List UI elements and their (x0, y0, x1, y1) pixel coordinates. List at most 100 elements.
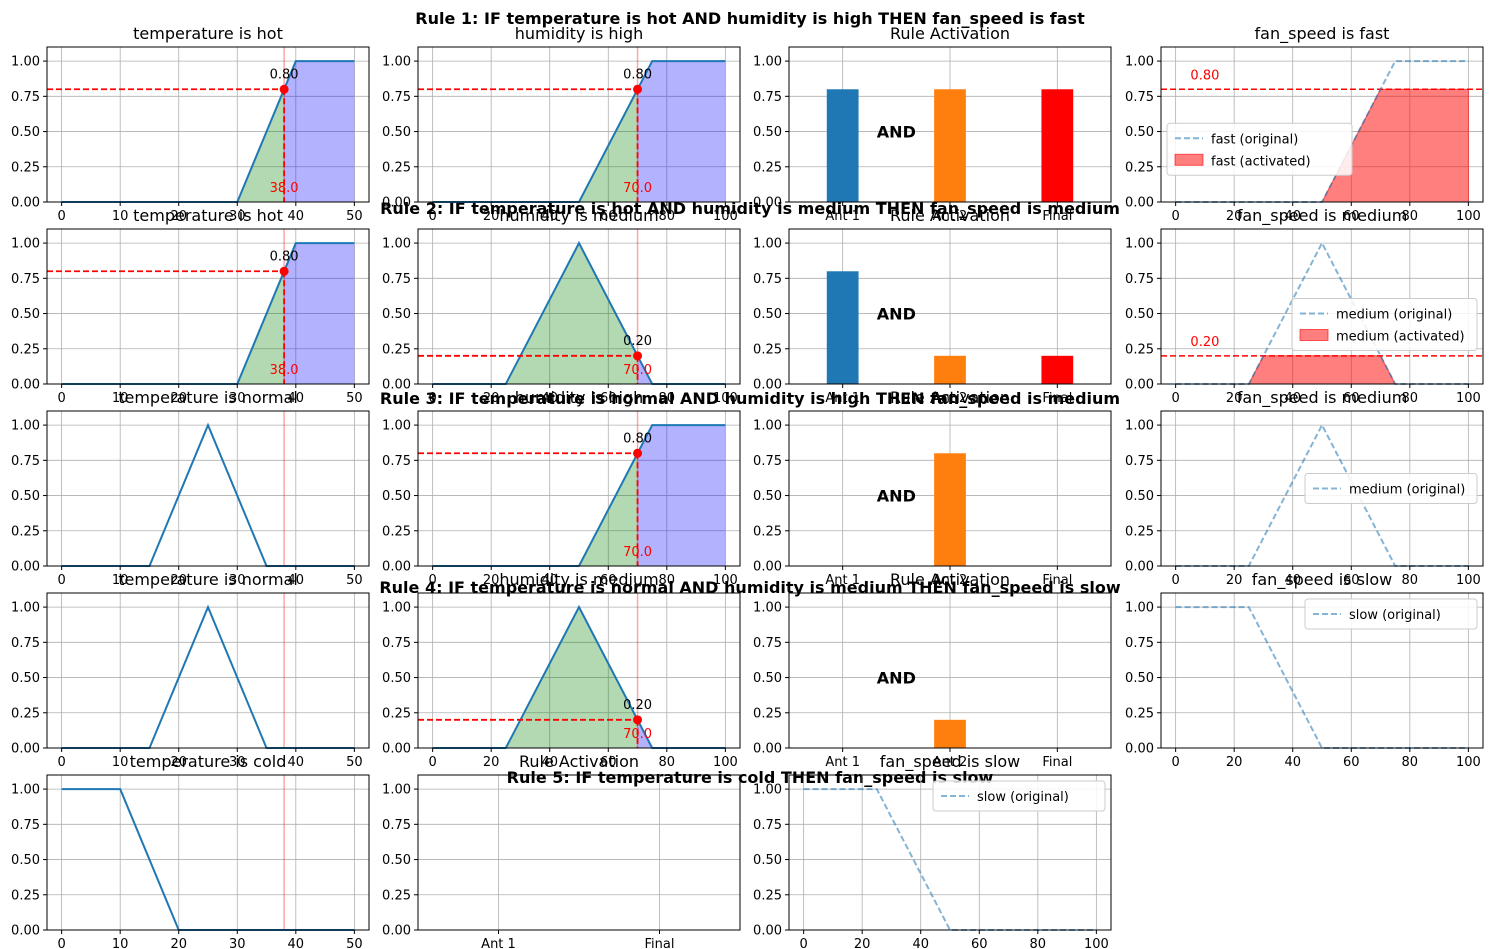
x-tick-label: 20 (1226, 755, 1243, 770)
legend: slow (original) (932, 780, 1106, 812)
y-tick-label: 0.00 (11, 560, 40, 575)
x-tick-label: 50 (346, 209, 363, 224)
y-tick-label: 0.25 (1125, 524, 1154, 539)
input-value-label: 70.0 (623, 727, 652, 742)
x-tick-label: 0 (1171, 391, 1179, 406)
x-tick-label: Final (1042, 391, 1072, 406)
panel-rule2-antecedent: 0.80 38.0 0.00 0.25 0.50 0.75 1.00 0 10 20 30 40 50 t… (11, 206, 370, 406)
x-tick-label: 50 (346, 755, 363, 770)
x-tick-label: 0 (1171, 573, 1179, 588)
y-tick-label: 0.75 (11, 90, 40, 105)
y-tick-label: 0.75 (382, 454, 411, 469)
membership-point (633, 84, 643, 94)
x-tick-label: 80 (659, 573, 676, 588)
x-tick-label: 20 (170, 937, 187, 949)
x-tick-label: 100 (713, 573, 738, 588)
x-tick-label: 40 (541, 755, 558, 770)
y-tick-label: 0.50 (1125, 125, 1154, 140)
panel-rule1-antecedent: 0.80 38.0 0.00 0.25 0.50 0.75 1.00 0 10 20 30 40 50 t… (11, 24, 370, 224)
y-tick-label: 1.00 (753, 237, 782, 252)
legend-entry: medium (original) (1336, 308, 1452, 323)
panel-rule5-consequent: slow (original) 0.00 0.25 0.50 0.75 1.00 0 20 40… (753, 752, 1112, 949)
membership-fill-above-input (637, 61, 726, 202)
membership-point (633, 448, 643, 458)
legend-swatch-activated (1174, 153, 1204, 166)
y-tick-label: 0.50 (382, 671, 411, 686)
y-tick-label: 0.50 (753, 853, 782, 868)
x-tick-label: 20 (170, 209, 187, 224)
y-tick-label: 0.50 (753, 489, 782, 504)
y-tick-label: 0.25 (1125, 160, 1154, 175)
x-tick-label: 60 (600, 573, 617, 588)
panel-rule4-activation: AND 0.00 0.25 0.50 0.75 1.00 Ant 1 Ant 2 Final Ru… (753, 570, 1112, 770)
x-tick-label: Ant 2 (933, 755, 968, 770)
y-tick-label: 0.50 (11, 125, 40, 140)
x-tick-label: 0 (1171, 755, 1179, 770)
x-tick-label: 50 (346, 573, 363, 588)
y-tick-label: 0.25 (753, 888, 782, 903)
y-tick-label: 1.00 (382, 237, 411, 252)
x-tick-label: 20 (483, 209, 500, 224)
panel-title: fan_speed is medium (1237, 388, 1408, 408)
x-tick-label: 100 (1456, 573, 1481, 588)
legend-entry: slow (original) (1349, 608, 1441, 623)
y-tick-label: 0.75 (11, 818, 40, 833)
x-tick-label: 20 (1226, 209, 1243, 224)
y-tick-label: 0.25 (382, 524, 411, 539)
x-tick-label: 20 (854, 937, 871, 949)
membership-fill-above-input (637, 719, 726, 748)
membership-point (279, 84, 289, 94)
panel-title: Rule Activation (519, 752, 639, 771)
activation-bar (1041, 355, 1074, 384)
axes-frame (417, 410, 741, 567)
x-tick-label: Ant 1 (825, 209, 860, 224)
y-tick-label: 0.25 (753, 706, 782, 721)
y-tick-label: 0.50 (11, 671, 40, 686)
y-tick-label: 0.50 (11, 489, 40, 504)
x-tick-label: 10 (112, 573, 129, 588)
x-tick-label: 20 (1226, 391, 1243, 406)
y-tick-label: 0.00 (753, 378, 782, 393)
y-tick-label: 1.00 (753, 783, 782, 798)
x-tick-label: 0 (428, 755, 436, 770)
x-tick-label: 0 (428, 391, 436, 406)
y-tick-label: 1.00 (753, 419, 782, 434)
x-tick-label: 0 (57, 391, 65, 406)
membership-value-label: 0.80 (270, 67, 299, 82)
y-tick-label: 0.50 (1125, 307, 1154, 322)
legend-entry: fast (original) (1211, 132, 1298, 147)
panel-title: temperature is cold (130, 752, 287, 771)
panel-title: humidity is high (515, 388, 644, 407)
y-tick-label: 0.25 (11, 524, 40, 539)
x-tick-label: 0 (428, 573, 436, 588)
x-tick-label: 0 (799, 937, 807, 949)
y-tick-label: 1.00 (1125, 55, 1154, 70)
activation-bar (1041, 89, 1074, 202)
y-tick-label: 0.75 (753, 454, 782, 469)
panel-title: Rule Activation (890, 388, 1010, 407)
and-operator-label: AND (877, 305, 916, 324)
x-tick-label: 30 (229, 391, 246, 406)
membership-fill-below-input (432, 243, 638, 384)
and-operator-label: AND (877, 487, 916, 506)
y-tick-label: 0.50 (382, 125, 411, 140)
y-tick-label: 1.00 (382, 55, 411, 70)
x-tick-label: 40 (1284, 209, 1301, 224)
axes-frame (417, 46, 741, 203)
x-tick-label: 80 (1030, 937, 1047, 949)
membership-fill-below-input (432, 453, 638, 566)
activation-value-label: 0.20 (1190, 335, 1219, 350)
panel-rule5-antecedent: 0.00 0.25 0.50 0.75 1.00 0 10 20 30 40 50 temperatu… (11, 752, 370, 949)
y-tick-label: 0.50 (753, 307, 782, 322)
rule-title-4: Rule 4: IF temperature is normal AND hum… (379, 578, 1121, 597)
y-tick-label: 0.75 (753, 818, 782, 833)
rule-title-2: Rule 2: IF temperature is hot AND humidi… (380, 199, 1120, 218)
legend: medium (original) (1304, 473, 1478, 504)
panel-title: fan_speed is slow (1252, 570, 1393, 590)
x-tick-label: 0 (1171, 209, 1179, 224)
rule-title-3: Rule 3: IF temperature is normal AND hum… (380, 389, 1120, 408)
x-tick-label: 20 (170, 391, 187, 406)
y-tick-label: 1.00 (382, 419, 411, 434)
x-tick-label: Final (1042, 573, 1072, 588)
x-tick-label: 30 (229, 937, 246, 949)
